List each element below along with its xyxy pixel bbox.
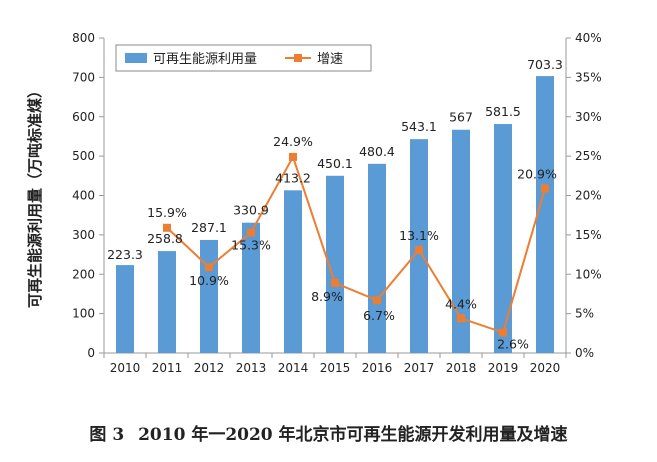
growth-value-label-2014: 24.9%: [273, 134, 313, 149]
bar-value-label-2013: 330.9: [233, 203, 269, 218]
y2-tick-label: 30%: [575, 110, 602, 124]
growth-marker-2015: [331, 278, 339, 287]
bar-2013: [242, 222, 260, 353]
growth-value-label-2011: 15.9%: [147, 205, 187, 220]
x-tick-label: 2018: [446, 361, 477, 375]
growth-value-label-2012: 10.9%: [189, 273, 229, 288]
growth-marker-2020: [541, 184, 549, 193]
y-tick-label: 0: [87, 346, 95, 360]
bar-value-label-2012: 287.1: [191, 220, 227, 235]
growth-value-label-2017: 13.1%: [399, 228, 439, 243]
y2-tick-label: 0%: [575, 346, 594, 360]
caption-text: 2010 年一2020 年北京市可再生能源开发利用量及增速: [138, 425, 568, 445]
caption-figure-number: 图 3: [89, 425, 125, 445]
chart-svg: 0 100 200 300 400 500 600 700 800 0% 5% 10% 15% 20% 25…: [26, 31, 602, 375]
growth-marker-2017: [415, 245, 423, 254]
y2-tick-label: 10%: [575, 267, 602, 281]
y2-tick-label: 35%: [575, 70, 602, 84]
legend-label-line: 增速: [317, 52, 343, 67]
figure-caption: 图 3 2010 年一2020 年北京市可再生能源开发利用量及增速: [0, 420, 657, 445]
bar-2016: [368, 163, 386, 353]
legend-box: [115, 44, 372, 72]
bar-value-label-2016: 480.4: [359, 144, 395, 159]
chart-figure: 0 100 200 300 400 500 600 700 800 0% 5% 10% 15% 20% 25…: [26, 31, 602, 375]
y-axis-title: 可再生能源利用量（万吨标准煤）: [26, 83, 44, 308]
growth-value-label-2019: 2.6%: [497, 337, 529, 352]
y2-tick-label: 20%: [575, 189, 602, 203]
x-tick-label: 2017: [404, 361, 435, 375]
growth-marker-2012: [205, 263, 213, 272]
growth-line: [166, 154, 546, 334]
x-tick-label: 2015: [320, 361, 351, 375]
x-tick-label: 2011: [152, 361, 183, 375]
y-tick-label: 600: [72, 110, 95, 124]
y-tick-label: 100: [72, 307, 95, 321]
growth-marker-2013: [247, 228, 255, 237]
bar-value-label-2010: 223.3: [107, 247, 143, 262]
growth-value-label-2018: 4.4%: [445, 296, 477, 311]
growth-value-label-2013: 15.3%: [231, 238, 271, 253]
growth-marker-2018: [457, 314, 465, 323]
legend-label-bar: 可再生能源利用量: [153, 52, 257, 67]
bar-value-label-2019: 581.5: [485, 104, 521, 119]
bar-2011: [158, 251, 176, 353]
x-tick-label: 2012: [194, 361, 225, 375]
x-tick-label: 2020: [530, 361, 561, 375]
legend-swatch-bar: [125, 53, 147, 63]
bar-value-label-2017: 543.1: [401, 119, 437, 134]
bar-2015: [326, 175, 344, 353]
y-tick-label: 400: [72, 189, 95, 203]
bar-2014: [284, 190, 302, 353]
growth-value-label-2016: 6.7%: [363, 308, 395, 323]
y-tick-label: 700: [72, 70, 95, 84]
bar-2020: [536, 76, 554, 353]
bar-2010: [116, 265, 134, 353]
y-tick-label: 200: [72, 267, 95, 281]
bar-value-label-2014: 413.2: [275, 170, 311, 185]
growth-value-label-2020: 20.9%: [517, 166, 557, 181]
bar-2018: [452, 129, 470, 353]
bar-2019: [494, 124, 512, 353]
growth-marker-2014: [289, 152, 297, 161]
legend-swatch-marker: [294, 54, 302, 62]
growth-marker-2011: [163, 223, 171, 232]
bar-value-label-2015: 450.1: [317, 156, 353, 171]
x-tick-label: 2014: [278, 361, 309, 375]
growth-marker-2019: [499, 328, 507, 337]
x-tick-label: 2010: [110, 361, 141, 375]
y-tick-label: 500: [72, 149, 95, 163]
x-tick-label: 2019: [488, 361, 519, 375]
bar-value-label-2020: 703.3: [527, 57, 563, 72]
y2-tick-label: 40%: [575, 31, 602, 45]
x-tick-label: 2013: [236, 361, 267, 375]
bar-value-label-2018: 567: [449, 110, 473, 125]
y-tick-label: 800: [72, 31, 95, 45]
y2-tick-label: 15%: [575, 228, 602, 242]
x-tick-label: 2016: [362, 361, 393, 375]
y2-tick-label: 5%: [575, 307, 594, 321]
bar-value-label-2011: 258.8: [147, 231, 183, 246]
bar-2012: [200, 239, 218, 353]
y2-tick-label: 25%: [575, 149, 602, 163]
y-tick-label: 300: [72, 228, 95, 242]
growth-value-label-2015: 8.9%: [311, 289, 343, 304]
growth-marker-2016: [373, 296, 381, 305]
